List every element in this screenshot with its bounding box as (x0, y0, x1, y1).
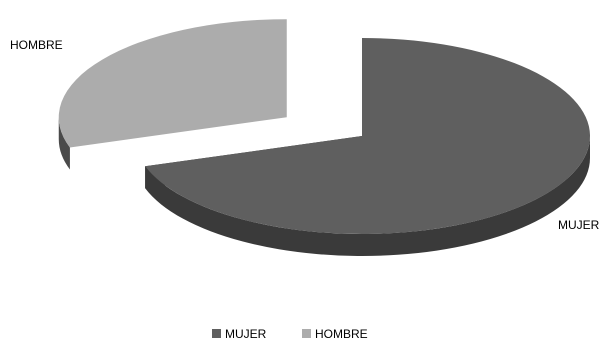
legend-label-hombre: HOMBRE (315, 327, 368, 341)
legend-label-mujer: MUJER (225, 327, 267, 341)
legend: MUJER HOMBRE (212, 327, 368, 341)
slices-layer (58, 19, 590, 256)
legend-swatch-mujer (212, 329, 221, 338)
legend-swatch-hombre (302, 329, 311, 338)
data-label-mujer: MUJER (558, 218, 600, 232)
pie-slice-mujer-side-0 (145, 136, 590, 256)
pie-slice-hombre (58, 19, 287, 148)
pie-slice-hombre-side-0 (58, 117, 70, 170)
pie-slice-mujer (145, 38, 590, 234)
data-label-hombre: HOMBRE (10, 38, 63, 52)
